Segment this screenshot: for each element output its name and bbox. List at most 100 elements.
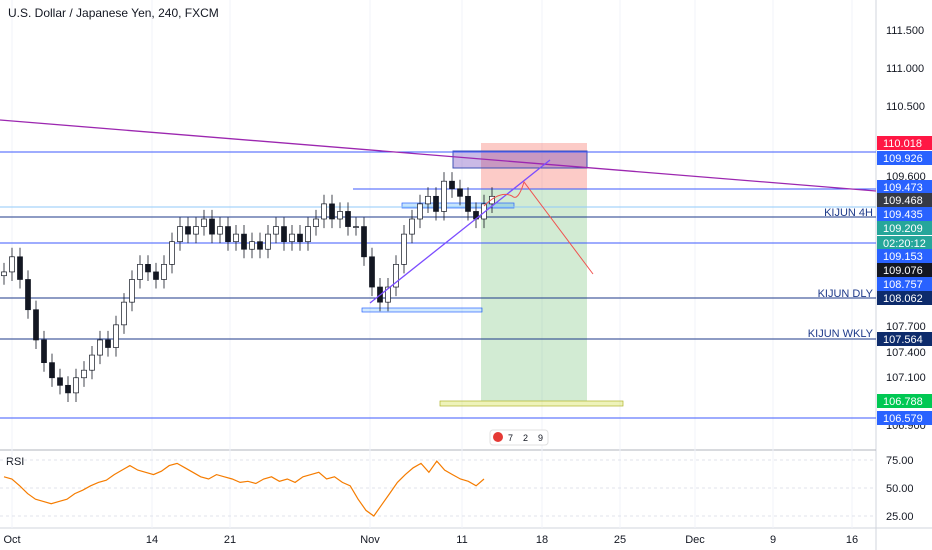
- projection-path: [483, 180, 594, 275]
- candle-body: [201, 218, 207, 227]
- candle-body: [385, 286, 391, 303]
- candle-body: [321, 203, 327, 220]
- time-tick-label: Dec: [685, 534, 705, 546]
- time-tick-label: 16: [846, 534, 858, 546]
- candle-body: [337, 211, 343, 220]
- price-tag-bg: [877, 236, 932, 250]
- candle-body: [145, 264, 151, 273]
- price-tag-bg: [877, 180, 932, 194]
- level-text-label: KIJUN WKLY: [808, 328, 874, 340]
- price-tag-bg: [877, 263, 932, 277]
- rsi-tick-label: 50.00: [886, 483, 914, 495]
- candle-body: [161, 264, 167, 280]
- candle-body: [185, 226, 191, 235]
- candle-body: [329, 203, 335, 220]
- price-tag-label: 109.473: [883, 182, 923, 194]
- rsi-label: RSI: [6, 456, 24, 468]
- candle-body: [289, 233, 295, 243]
- candle-body: [297, 233, 303, 243]
- candle-body: [41, 339, 47, 363]
- event-count-label: 7: [508, 433, 513, 443]
- price-tag-bg: [877, 277, 932, 291]
- candle-body: [417, 203, 423, 220]
- candle-body: [209, 218, 215, 235]
- level-text-label: KIJUN 4H: [824, 207, 873, 219]
- candle-body: [105, 339, 111, 348]
- price-tag-label: 02:20:12: [883, 238, 926, 250]
- candle-body: [65, 384, 71, 394]
- event-badge[interactable]: [489, 429, 549, 446]
- candle-body: [241, 233, 247, 250]
- price-tag-label: 109.153: [883, 251, 923, 263]
- price-tick-label: 111.000: [886, 63, 924, 75]
- price-tag-label: 107.564: [883, 334, 923, 346]
- candle-body: [257, 241, 263, 250]
- supply-box: [452, 150, 588, 169]
- price-tag-label: 110.018: [883, 138, 922, 150]
- level-text-label: KIJUN DLY: [818, 288, 874, 300]
- candle-body: [249, 241, 255, 250]
- time-tick-label: 9: [770, 534, 776, 546]
- resistance-box: [401, 202, 515, 209]
- price-tag-bg: [877, 394, 932, 408]
- support-box: [361, 307, 483, 313]
- price-tag-bg: [877, 291, 932, 305]
- rsi-line: [3, 460, 485, 517]
- candle-body: [441, 180, 447, 212]
- candle-body: [233, 233, 239, 243]
- candle-body: [305, 226, 311, 243]
- candle-body: [225, 226, 231, 243]
- price-tick-label: 107.700: [886, 321, 926, 333]
- price-tick-label: 110.500: [886, 101, 925, 113]
- price-tag-bg: [877, 207, 932, 221]
- price-tag-bg: [877, 332, 932, 346]
- time-tick-label: Nov: [360, 534, 380, 546]
- candle-body: [361, 226, 367, 258]
- candle-body: [153, 271, 159, 280]
- candle-body: [73, 377, 79, 394]
- candle-body: [353, 226, 359, 228]
- time-tick-label: 18: [536, 534, 548, 546]
- price-tag-label: 109.926: [883, 153, 923, 165]
- candle-body: [281, 226, 287, 243]
- rsi-tick-label: 25.00: [886, 511, 914, 523]
- price-tag-bg: [877, 136, 932, 150]
- event-count-label: 9: [538, 433, 543, 443]
- candle-body: [177, 226, 183, 243]
- candle-body: [217, 226, 223, 235]
- candle-body: [113, 324, 119, 348]
- candle-body: [169, 241, 175, 265]
- candle-body: [97, 339, 103, 356]
- price-tag-label: 109.468: [883, 195, 923, 207]
- candle-body: [129, 279, 135, 303]
- price-tag-label: 106.579: [883, 413, 923, 425]
- candle-body: [369, 256, 375, 288]
- descending-trendline: [0, 119, 877, 192]
- candle-body: [313, 218, 319, 227]
- price-tag-bg: [877, 221, 932, 235]
- ascending-trendline: [369, 159, 551, 304]
- candle-body: [409, 218, 415, 235]
- time-tick-label: Oct: [3, 534, 20, 546]
- price-tag-label: 106.788: [883, 396, 923, 408]
- candle-body: [449, 180, 455, 190]
- price-tag-label: 109.076: [883, 265, 923, 277]
- candle-body: [1, 271, 7, 277]
- price-tick-label: 107.100: [886, 372, 926, 384]
- rsi-tick-label: 75.00: [886, 455, 914, 467]
- price-tag-bg: [877, 151, 932, 165]
- target-box: [439, 400, 624, 407]
- flag-icon: [493, 432, 503, 442]
- candle-body: [481, 203, 487, 220]
- event-count-label: 2: [523, 433, 528, 443]
- candle-body: [401, 233, 407, 265]
- candle-body: [89, 354, 95, 371]
- time-tick-label: 25: [614, 534, 626, 546]
- candle-body: [9, 256, 15, 273]
- chart-title: U.S. Dollar / Japanese Yen, 240, FXCM: [8, 6, 219, 20]
- candle-body: [345, 211, 351, 227]
- candle-body: [433, 195, 439, 212]
- candle-body: [33, 309, 39, 341]
- candle-body: [265, 233, 271, 250]
